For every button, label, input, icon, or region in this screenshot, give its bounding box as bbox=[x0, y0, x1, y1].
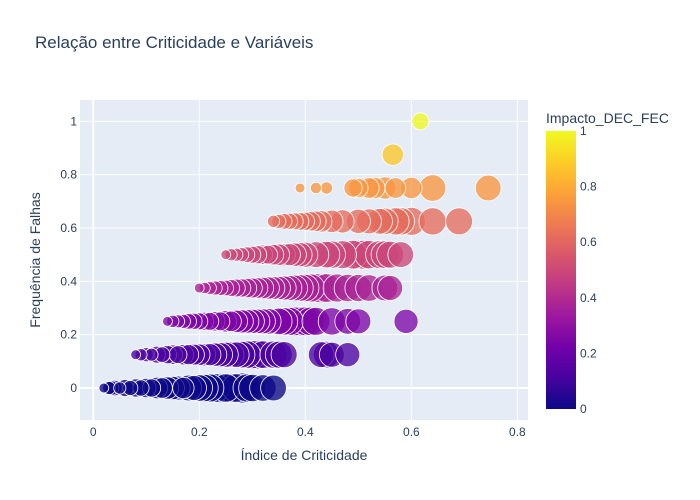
scatter-point bbox=[162, 316, 173, 327]
colorbar-tick-label: 0.4 bbox=[580, 291, 597, 305]
scatter-point bbox=[418, 207, 447, 236]
scatter-point bbox=[381, 143, 404, 166]
scatter-point bbox=[320, 181, 334, 195]
y-tick-label: 0.4 bbox=[60, 274, 77, 288]
scatter-point bbox=[418, 174, 447, 202]
scatter-point bbox=[270, 341, 298, 369]
scatter-point bbox=[474, 174, 502, 202]
scatter-point bbox=[113, 381, 127, 395]
colorbar bbox=[546, 131, 576, 409]
x-tick-label: 0.6 bbox=[403, 425, 420, 439]
scatter-point bbox=[411, 112, 430, 131]
colorbar-tick-label: 0.2 bbox=[580, 346, 597, 360]
y-tick-label: 0.8 bbox=[60, 168, 77, 182]
scatter-point bbox=[193, 282, 205, 294]
scatter-point bbox=[98, 382, 110, 394]
y-axis-label: Frequência de Falhas bbox=[27, 192, 43, 327]
x-tick-label: 0 bbox=[90, 425, 97, 439]
scatter-point bbox=[345, 308, 372, 335]
x-tick-label: 0.8 bbox=[509, 425, 526, 439]
scatter-point bbox=[377, 275, 404, 301]
x-tick-label: 0.2 bbox=[191, 425, 208, 439]
scatter-point bbox=[294, 182, 306, 194]
x-axis-label: Índice de Criticidade bbox=[241, 447, 368, 463]
colorbar-tick-label: 1 bbox=[580, 124, 587, 138]
scatter-point bbox=[172, 376, 195, 400]
y-tick-label: 0.6 bbox=[60, 221, 77, 235]
x-axis-ticks: 0 0.2 0.4 0.6 0.8 bbox=[90, 425, 526, 439]
y-tick-label: 0 bbox=[70, 381, 77, 395]
scatter-point bbox=[267, 214, 281, 228]
scatter-point bbox=[387, 241, 415, 268]
colorbar-tick-label: 0.6 bbox=[580, 235, 597, 249]
scatter-point bbox=[168, 345, 188, 364]
data-points bbox=[98, 112, 502, 404]
y-tick-label: 1 bbox=[70, 114, 77, 128]
colorbar-title: Impacto_DEC_FEC bbox=[546, 110, 669, 126]
scatter-point bbox=[343, 178, 363, 198]
colorbar-ticks: 0 0.2 0.4 0.6 0.8 1 bbox=[580, 124, 597, 416]
scatter-point bbox=[260, 374, 287, 402]
y-axis-ticks: 0 0.2 0.4 0.6 0.8 1 bbox=[60, 114, 77, 395]
scatter-point bbox=[445, 207, 473, 236]
scatter-point bbox=[384, 177, 407, 199]
x-tick-label: 0.4 bbox=[297, 425, 314, 439]
scatter-point bbox=[130, 349, 141, 360]
colorbar-tick-label: 0 bbox=[580, 402, 587, 416]
scatter-point bbox=[335, 342, 361, 368]
scatter-point bbox=[309, 181, 323, 195]
y-tick-label: 0.2 bbox=[60, 328, 77, 342]
scatter-point bbox=[393, 308, 419, 334]
scatter-point bbox=[220, 249, 232, 260]
chart-title: Relação entre Criticidade e Variáveis bbox=[35, 33, 314, 52]
colorbar-tick-label: 0.8 bbox=[580, 180, 597, 194]
